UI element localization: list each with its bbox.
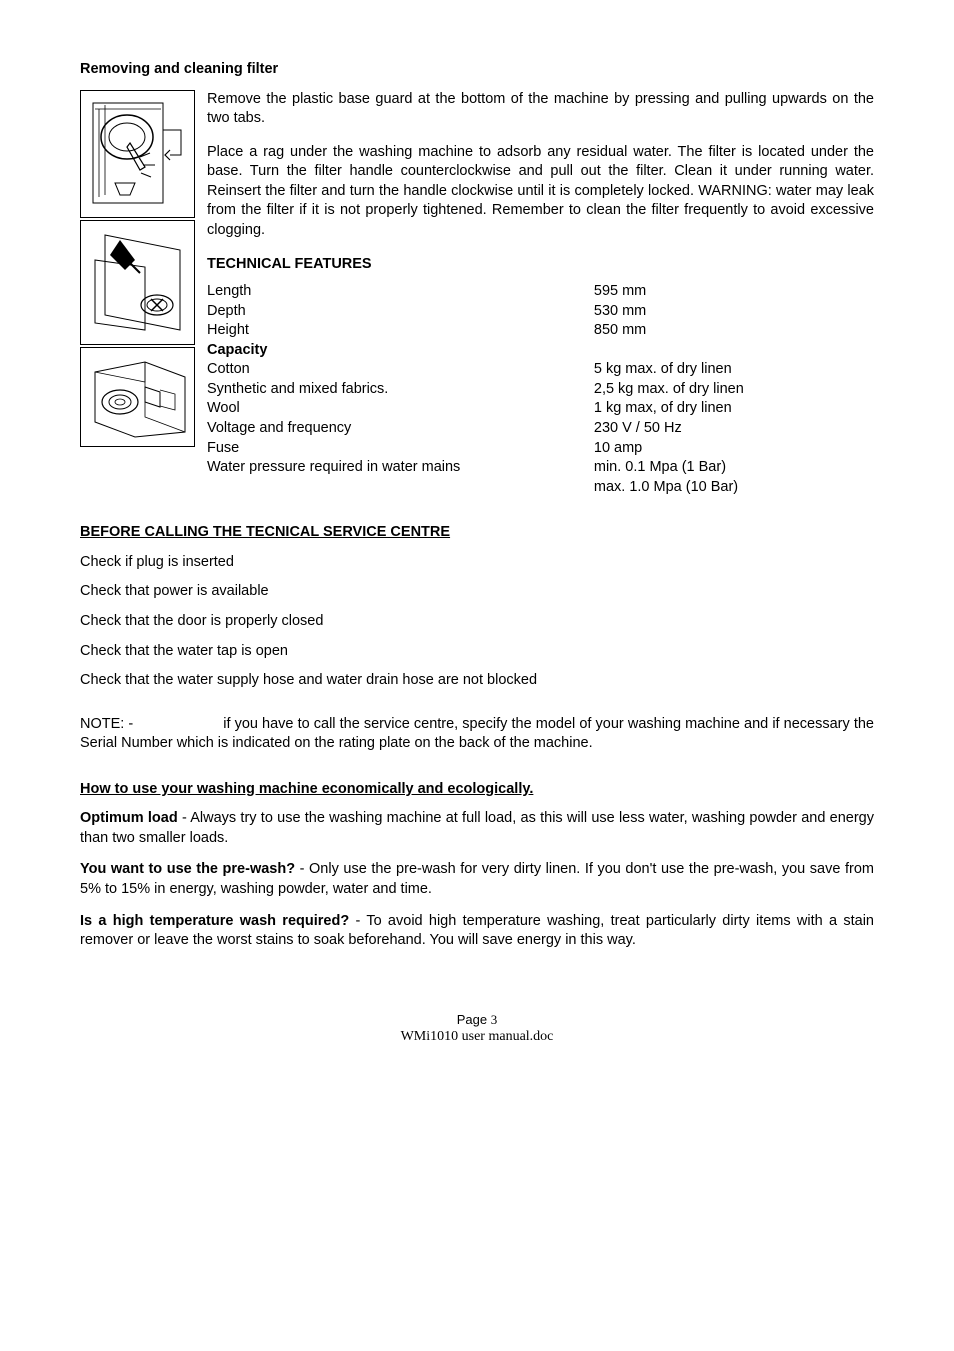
check-plug: Check if plug is inserted <box>80 553 874 573</box>
check-hose: Check that the water supply hose and wat… <box>80 671 874 691</box>
spec-synthetic-value: 2,5 kg max. of dry linen <box>594 380 874 400</box>
spec-length-value: 595 mm <box>594 282 874 302</box>
spec-capacity-value <box>594 341 874 361</box>
spec-cotton-value: 5 kg max. of dry linen <box>594 360 874 380</box>
spec-water: Water pressure required in water mains m… <box>207 458 874 478</box>
top-section: Remove the plastic base guard at the bot… <box>80 90 874 498</box>
note-text: if you have to call the service centre, … <box>80 716 874 752</box>
para-remove-guard: Remove the plastic base guard at the bot… <box>207 90 874 129</box>
page-footer: Page 3 WMi1010 user manual.doc <box>80 1011 874 1047</box>
optimum-bold: Optimum load <box>80 810 178 826</box>
spec-cotton-label: Cotton <box>207 360 594 380</box>
spec-voltage: Voltage and frequency 230 V / 50 Hz <box>207 419 874 439</box>
check-power: Check that power is available <box>80 582 874 602</box>
hightemp-bold: Is a high temperature wash required? <box>80 913 349 929</box>
spec-cotton: Cotton 5 kg max. of dry linen <box>207 360 874 380</box>
footer-page-line: Page 3 <box>80 1011 874 1029</box>
spec-fuse-label: Fuse <box>207 439 594 459</box>
para-hightemp: Is a high temperature wash required? - T… <box>80 912 874 951</box>
spec-fuse-value: 10 amp <box>594 439 874 459</box>
spec-height-value: 850 mm <box>594 321 874 341</box>
spec-water-value: min. 0.1 Mpa (1 Bar) <box>594 458 874 478</box>
filter-image-3 <box>80 347 195 447</box>
check-tap: Check that the water tap is open <box>80 642 874 662</box>
spec-water-max-value: max. 1.0 Mpa (10 Bar) <box>594 478 874 498</box>
spec-height-label: Height <box>207 321 594 341</box>
heading-removing-filter: Removing and cleaning filter <box>80 60 874 80</box>
para-prewash: You want to use the pre-wash? - Only use… <box>80 860 874 899</box>
spec-capacity-label: Capacity <box>207 341 594 361</box>
para-rag-instructions: Place a rag under the washing machine to… <box>207 143 874 241</box>
spec-capacity: Capacity <box>207 341 874 361</box>
spec-length: Length 595 mm <box>207 282 874 302</box>
text-column: Remove the plastic base guard at the bot… <box>207 90 874 498</box>
heading-before-calling: BEFORE CALLING THE TECNICAL SERVICE CENT… <box>80 523 874 543</box>
footer-page-num: 3 <box>491 1012 498 1027</box>
filter-image-1 <box>80 90 195 218</box>
check-door: Check that the door is properly closed <box>80 612 874 632</box>
spec-voltage-value: 230 V / 50 Hz <box>594 419 874 439</box>
spec-wool: Wool 1 kg max, of dry linen <box>207 399 874 419</box>
spec-synthetic: Synthetic and mixed fabrics. 2,5 kg max.… <box>207 380 874 400</box>
spec-height: Height 850 mm <box>207 321 874 341</box>
spec-water-label: Water pressure required in water mains <box>207 458 594 478</box>
spec-wool-value: 1 kg max, of dry linen <box>594 399 874 419</box>
spec-wool-label: Wool <box>207 399 594 419</box>
heading-technical-features: TECHNICAL FEATURES <box>207 255 874 275</box>
note-paragraph: NOTE: -if you have to call the service c… <box>80 715 874 754</box>
prewash-bold: You want to use the pre-wash? <box>80 861 295 877</box>
spec-fuse: Fuse 10 amp <box>207 439 874 459</box>
spec-depth-label: Depth <box>207 302 594 322</box>
footer-page-label: Page <box>457 1012 491 1027</box>
spec-length-label: Length <box>207 282 594 302</box>
heading-eco: How to use your washing machine economic… <box>80 780 874 800</box>
optimum-text: - Always try to use the washing machine … <box>80 810 874 846</box>
note-prefix: NOTE: - <box>80 716 133 732</box>
spec-depth: Depth 530 mm <box>207 302 874 322</box>
spec-synthetic-label: Synthetic and mixed fabrics. <box>207 380 594 400</box>
spec-water-max: max. 1.0 Mpa (10 Bar) <box>207 478 874 498</box>
spec-depth-value: 530 mm <box>594 302 874 322</box>
images-column <box>80 90 195 498</box>
filter-image-2 <box>80 220 195 345</box>
spec-voltage-label: Voltage and frequency <box>207 419 594 439</box>
para-optimum: Optimum load - Always try to use the was… <box>80 809 874 848</box>
spec-water-max-label <box>207 478 594 498</box>
footer-doc-name: WMi1010 user manual.doc <box>80 1028 874 1047</box>
